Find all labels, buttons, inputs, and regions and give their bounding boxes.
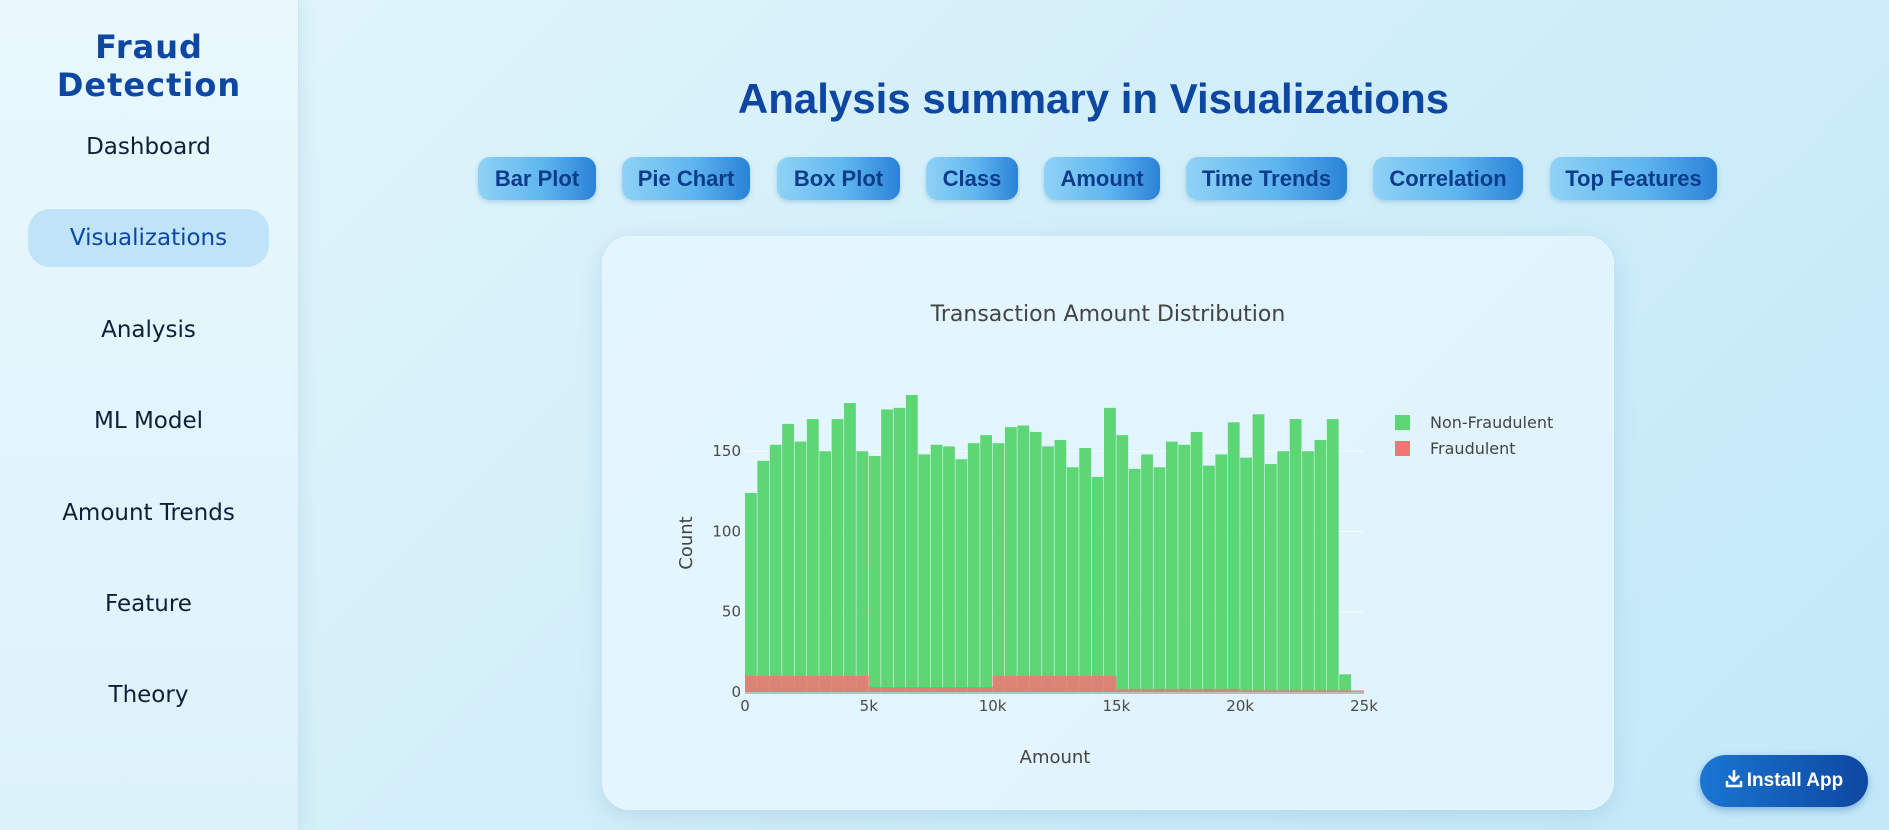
y-tick-label: 150	[712, 442, 741, 460]
y-axis-label: Count	[676, 516, 697, 569]
bar-non-fraudulent	[1054, 439, 1067, 692]
bar-non-fraudulent	[757, 460, 770, 692]
install-app-button[interactable]: Install App	[1700, 755, 1868, 807]
bar-non-fraudulent	[905, 395, 918, 692]
bar-non-fraudulent	[806, 419, 819, 692]
bar-non-fraudulent	[1178, 444, 1191, 692]
x-tick-label: 20k	[1226, 697, 1254, 715]
sidebar-item-visualizations[interactable]: Visualizations	[28, 209, 269, 267]
bar-non-fraudulent	[1227, 422, 1240, 692]
bar-non-fraudulent	[1079, 448, 1092, 692]
amount-histogram: 0 5k 10k 15k 20k 25k 0 50 100 150 Transaction Amou…	[676, 302, 1553, 768]
bar-non-fraudulent	[1264, 464, 1277, 692]
bar-non-fraudulent	[930, 444, 943, 692]
bar-non-fraudulent	[1252, 414, 1265, 692]
bar-non-fraudulent	[782, 423, 794, 692]
bar-non-fraudulent	[1116, 435, 1129, 692]
bar-non-fraudulent	[1277, 451, 1290, 692]
bar-non-fraudulent	[1326, 419, 1339, 692]
bar-non-fraudulent	[769, 444, 782, 692]
bar-non-fraudulent	[1104, 407, 1116, 692]
chart-card: 0 5k 10k 15k 20k 25k 0 50 100 150 Transaction Amou…	[602, 236, 1614, 810]
sidebar-item-analysis[interactable]: Analysis	[101, 317, 196, 343]
tab-bar-plot[interactable]: Bar Plot	[478, 157, 596, 200]
bar-non-fraudulent	[745, 492, 757, 692]
y-tick-label: 0	[731, 683, 741, 701]
tab-correlation[interactable]: Correlation	[1373, 157, 1523, 200]
bar-non-fraudulent	[943, 446, 955, 692]
sidebar-item-amount-trends[interactable]: Amount Trends	[62, 500, 235, 526]
bar-non-fraudulent	[1339, 674, 1352, 692]
sidebar-item-theory[interactable]: Theory	[108, 682, 189, 708]
bar-non-fraudulent	[1215, 454, 1228, 692]
x-tick-label: 0	[740, 697, 750, 715]
bar-non-fraudulent	[881, 409, 893, 692]
bar-non-fraudulent	[1165, 441, 1178, 692]
bar-non-fraudulent	[1128, 468, 1141, 692]
bar-non-fraudulent	[1066, 467, 1079, 692]
sidebar-item-feature[interactable]: Feature	[105, 591, 192, 617]
tab-class[interactable]: Class	[926, 157, 1018, 200]
x-tick-label: 10k	[979, 697, 1007, 715]
bar-non-fraudulent	[1141, 454, 1153, 692]
bar-fraudulent	[1240, 690, 1364, 692]
legend-item: Fraudulent	[1430, 439, 1516, 458]
bar-non-fraudulent	[1017, 425, 1030, 692]
sidebar: Fraud Detection Dashboard Visualizations…	[0, 0, 299, 830]
bar-non-fraudulent	[1203, 465, 1215, 692]
bar-non-fraudulent	[844, 403, 856, 692]
tab-box-plot[interactable]: Box Plot	[777, 157, 900, 200]
bar-non-fraudulent	[856, 451, 869, 692]
bar-fraudulent	[868, 687, 993, 692]
x-tick-label: 25k	[1350, 697, 1378, 715]
x-tick-label: 15k	[1103, 697, 1131, 715]
x-tick-label: 5k	[860, 697, 879, 715]
bar-non-fraudulent	[1314, 439, 1327, 692]
legend-item: Non-Fraudulent	[1430, 413, 1553, 432]
bar-non-fraudulent	[955, 459, 968, 692]
page-title: Analysis summary in Visualizations	[737, 75, 1450, 122]
bar-non-fraudulent	[1190, 431, 1203, 692]
bar-non-fraudulent	[1302, 451, 1314, 692]
bar-non-fraudulent	[980, 435, 992, 692]
install-app-label: Install App	[1746, 770, 1844, 791]
bar-fraudulent	[745, 675, 869, 692]
bar-non-fraudulent	[794, 441, 807, 692]
tab-time-trends[interactable]: Time Trends	[1186, 157, 1347, 200]
legend-swatch	[1395, 441, 1410, 456]
bar-non-fraudulent	[819, 451, 832, 692]
tab-pie-chart[interactable]: Pie Chart	[622, 157, 750, 200]
x-axis-label: Amount	[1020, 747, 1091, 768]
brand-title: Fraud Detection	[56, 28, 242, 104]
bar-non-fraudulent	[831, 419, 844, 692]
bar-fraudulent	[1116, 688, 1241, 692]
bar-non-fraudulent	[1240, 457, 1252, 692]
bar-non-fraudulent	[918, 454, 931, 692]
sidebar-item-ml-model[interactable]: ML Model	[93, 408, 204, 434]
tab-top-features[interactable]: Top Features	[1550, 157, 1717, 200]
bar-non-fraudulent	[1153, 467, 1166, 692]
bar-non-fraudulent	[1289, 419, 1302, 692]
tab-amount[interactable]: Amount	[1044, 157, 1160, 200]
bar-non-fraudulent	[967, 443, 980, 692]
y-tick-label: 100	[712, 522, 741, 540]
download-icon	[1725, 769, 1743, 788]
bar-non-fraudulent	[1029, 431, 1042, 692]
bar-non-fraudulent	[1004, 427, 1017, 692]
bar-fraudulent	[992, 675, 1117, 692]
bar-non-fraudulent	[1091, 476, 1104, 692]
chart-title: Transaction Amount Distribution	[930, 302, 1286, 327]
bar-non-fraudulent	[868, 456, 881, 692]
bar-non-fraudulent	[893, 407, 906, 692]
bar-non-fraudulent	[992, 443, 1005, 692]
sidebar-item-dashboard[interactable]: Dashboard	[86, 134, 211, 160]
y-tick-label: 50	[722, 603, 741, 621]
bar-non-fraudulent	[1042, 446, 1054, 692]
legend-swatch	[1395, 415, 1410, 430]
